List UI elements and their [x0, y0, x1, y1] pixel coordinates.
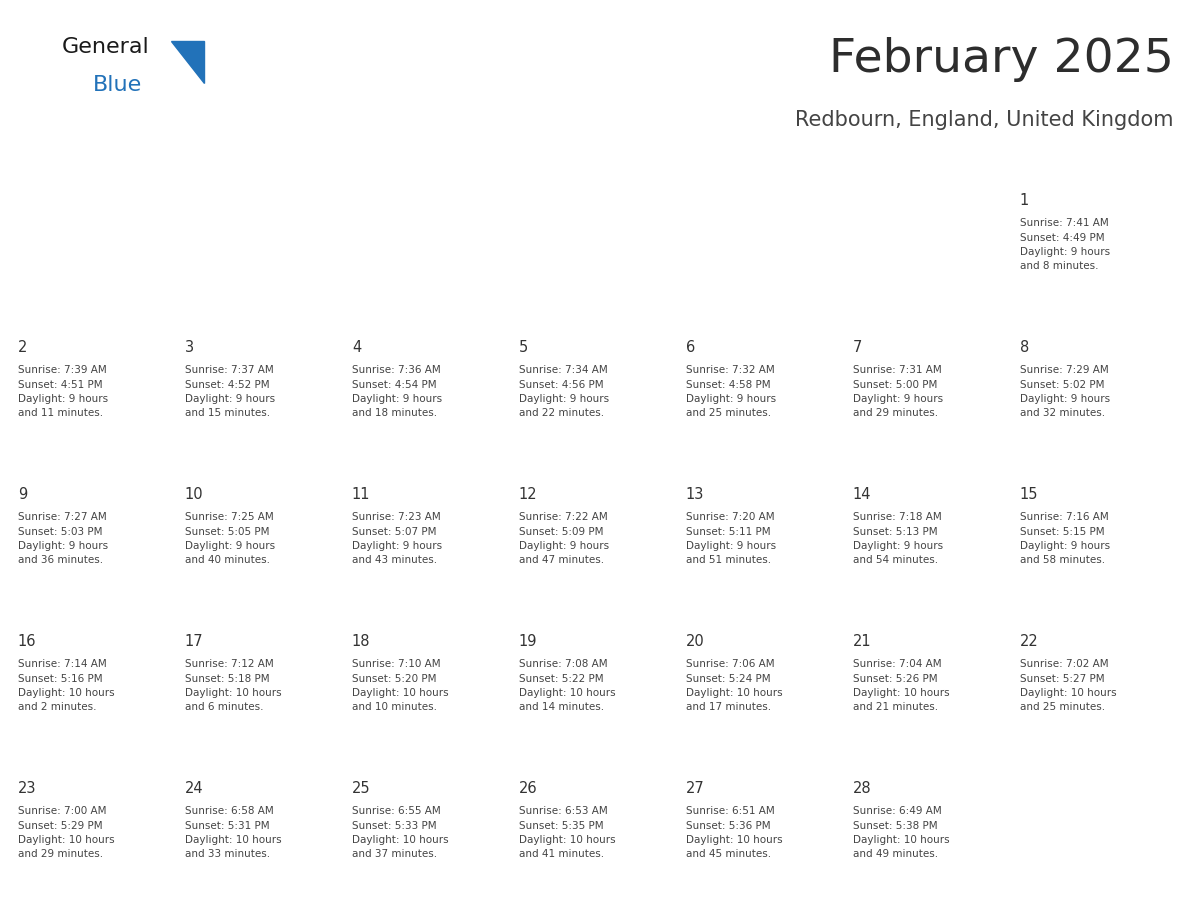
Text: Sunrise: 7:37 AM
Sunset: 4:52 PM
Daylight: 9 hours
and 15 minutes.: Sunrise: 7:37 AM Sunset: 4:52 PM Dayligh…: [185, 365, 274, 419]
Text: 4: 4: [352, 341, 361, 355]
Text: Monday: Monday: [187, 158, 251, 173]
Text: 7: 7: [853, 341, 862, 355]
Text: Sunrise: 6:53 AM
Sunset: 5:35 PM
Daylight: 10 hours
and 41 minutes.: Sunrise: 6:53 AM Sunset: 5:35 PM Dayligh…: [519, 806, 615, 859]
Text: Sunrise: 7:18 AM
Sunset: 5:13 PM
Daylight: 9 hours
and 54 minutes.: Sunrise: 7:18 AM Sunset: 5:13 PM Dayligh…: [853, 512, 943, 565]
Text: 9: 9: [18, 487, 27, 502]
Text: 3: 3: [185, 341, 194, 355]
Text: 6: 6: [685, 341, 695, 355]
Text: 24: 24: [185, 781, 203, 796]
Text: Sunrise: 7:10 AM
Sunset: 5:20 PM
Daylight: 10 hours
and 10 minutes.: Sunrise: 7:10 AM Sunset: 5:20 PM Dayligh…: [352, 659, 449, 712]
Text: Sunrise: 6:58 AM
Sunset: 5:31 PM
Daylight: 10 hours
and 33 minutes.: Sunrise: 6:58 AM Sunset: 5:31 PM Dayligh…: [185, 806, 282, 859]
Text: Thursday: Thursday: [688, 158, 764, 173]
Text: 21: 21: [853, 634, 872, 649]
Text: Sunrise: 7:27 AM
Sunset: 5:03 PM
Daylight: 9 hours
and 36 minutes.: Sunrise: 7:27 AM Sunset: 5:03 PM Dayligh…: [18, 512, 108, 565]
Text: Saturday: Saturday: [1022, 158, 1097, 173]
Text: Redbourn, England, United Kingdom: Redbourn, England, United Kingdom: [795, 110, 1174, 130]
Text: 25: 25: [352, 781, 371, 796]
Text: 13: 13: [685, 487, 704, 502]
Text: Sunrise: 7:12 AM
Sunset: 5:18 PM
Daylight: 10 hours
and 6 minutes.: Sunrise: 7:12 AM Sunset: 5:18 PM Dayligh…: [185, 659, 282, 712]
Text: Sunrise: 7:00 AM
Sunset: 5:29 PM
Daylight: 10 hours
and 29 minutes.: Sunrise: 7:00 AM Sunset: 5:29 PM Dayligh…: [18, 806, 114, 859]
Text: 15: 15: [1019, 487, 1038, 502]
Text: Sunrise: 7:14 AM
Sunset: 5:16 PM
Daylight: 10 hours
and 2 minutes.: Sunrise: 7:14 AM Sunset: 5:16 PM Dayligh…: [18, 659, 114, 712]
Text: 19: 19: [519, 634, 537, 649]
Text: 5: 5: [519, 341, 529, 355]
Text: Sunrise: 7:22 AM
Sunset: 5:09 PM
Daylight: 9 hours
and 47 minutes.: Sunrise: 7:22 AM Sunset: 5:09 PM Dayligh…: [519, 512, 609, 565]
Text: Sunday: Sunday: [19, 158, 81, 173]
Text: Sunrise: 7:23 AM
Sunset: 5:07 PM
Daylight: 9 hours
and 43 minutes.: Sunrise: 7:23 AM Sunset: 5:07 PM Dayligh…: [352, 512, 442, 565]
Text: 20: 20: [685, 634, 704, 649]
Text: Friday: Friday: [854, 158, 905, 173]
Text: Sunrise: 7:34 AM
Sunset: 4:56 PM
Daylight: 9 hours
and 22 minutes.: Sunrise: 7:34 AM Sunset: 4:56 PM Dayligh…: [519, 365, 609, 419]
Text: Sunrise: 7:29 AM
Sunset: 5:02 PM
Daylight: 9 hours
and 32 minutes.: Sunrise: 7:29 AM Sunset: 5:02 PM Dayligh…: [1019, 365, 1110, 419]
Text: Sunrise: 7:31 AM
Sunset: 5:00 PM
Daylight: 9 hours
and 29 minutes.: Sunrise: 7:31 AM Sunset: 5:00 PM Dayligh…: [853, 365, 943, 419]
Text: Sunrise: 7:39 AM
Sunset: 4:51 PM
Daylight: 9 hours
and 11 minutes.: Sunrise: 7:39 AM Sunset: 4:51 PM Dayligh…: [18, 365, 108, 419]
Text: 16: 16: [18, 634, 37, 649]
Text: 12: 12: [519, 487, 537, 502]
Text: Sunrise: 7:16 AM
Sunset: 5:15 PM
Daylight: 9 hours
and 58 minutes.: Sunrise: 7:16 AM Sunset: 5:15 PM Dayligh…: [1019, 512, 1110, 565]
Text: Sunrise: 7:25 AM
Sunset: 5:05 PM
Daylight: 9 hours
and 40 minutes.: Sunrise: 7:25 AM Sunset: 5:05 PM Dayligh…: [185, 512, 274, 565]
Text: Sunrise: 7:36 AM
Sunset: 4:54 PM
Daylight: 9 hours
and 18 minutes.: Sunrise: 7:36 AM Sunset: 4:54 PM Dayligh…: [352, 365, 442, 419]
Text: 26: 26: [519, 781, 537, 796]
Text: 1: 1: [1019, 194, 1029, 208]
Text: 11: 11: [352, 487, 371, 502]
Text: 2: 2: [18, 341, 27, 355]
Text: General: General: [62, 37, 150, 57]
Text: 18: 18: [352, 634, 371, 649]
Text: Tuesday: Tuesday: [354, 158, 421, 173]
Text: 14: 14: [853, 487, 871, 502]
Text: 28: 28: [853, 781, 872, 796]
Text: Sunrise: 6:55 AM
Sunset: 5:33 PM
Daylight: 10 hours
and 37 minutes.: Sunrise: 6:55 AM Sunset: 5:33 PM Dayligh…: [352, 806, 449, 859]
Text: Sunrise: 7:06 AM
Sunset: 5:24 PM
Daylight: 10 hours
and 17 minutes.: Sunrise: 7:06 AM Sunset: 5:24 PM Dayligh…: [685, 659, 783, 712]
Text: Sunrise: 7:02 AM
Sunset: 5:27 PM
Daylight: 10 hours
and 25 minutes.: Sunrise: 7:02 AM Sunset: 5:27 PM Dayligh…: [1019, 659, 1117, 712]
Text: Sunrise: 6:49 AM
Sunset: 5:38 PM
Daylight: 10 hours
and 49 minutes.: Sunrise: 6:49 AM Sunset: 5:38 PM Dayligh…: [853, 806, 949, 859]
Text: Sunrise: 7:32 AM
Sunset: 4:58 PM
Daylight: 9 hours
and 25 minutes.: Sunrise: 7:32 AM Sunset: 4:58 PM Dayligh…: [685, 365, 776, 419]
Text: Sunrise: 7:41 AM
Sunset: 4:49 PM
Daylight: 9 hours
and 8 minutes.: Sunrise: 7:41 AM Sunset: 4:49 PM Dayligh…: [1019, 218, 1110, 272]
Text: 27: 27: [685, 781, 704, 796]
Text: 10: 10: [185, 487, 203, 502]
Text: Wednesday: Wednesday: [520, 158, 615, 173]
Text: 17: 17: [185, 634, 203, 649]
Text: Sunrise: 6:51 AM
Sunset: 5:36 PM
Daylight: 10 hours
and 45 minutes.: Sunrise: 6:51 AM Sunset: 5:36 PM Dayligh…: [685, 806, 783, 859]
Text: Sunrise: 7:08 AM
Sunset: 5:22 PM
Daylight: 10 hours
and 14 minutes.: Sunrise: 7:08 AM Sunset: 5:22 PM Dayligh…: [519, 659, 615, 712]
Text: February 2025: February 2025: [829, 37, 1174, 82]
Text: Blue: Blue: [93, 75, 141, 95]
Text: 8: 8: [1019, 341, 1029, 355]
Text: 23: 23: [18, 781, 37, 796]
Text: Sunrise: 7:20 AM
Sunset: 5:11 PM
Daylight: 9 hours
and 51 minutes.: Sunrise: 7:20 AM Sunset: 5:11 PM Dayligh…: [685, 512, 776, 565]
Text: Sunrise: 7:04 AM
Sunset: 5:26 PM
Daylight: 10 hours
and 21 minutes.: Sunrise: 7:04 AM Sunset: 5:26 PM Dayligh…: [853, 659, 949, 712]
Text: 22: 22: [1019, 634, 1038, 649]
